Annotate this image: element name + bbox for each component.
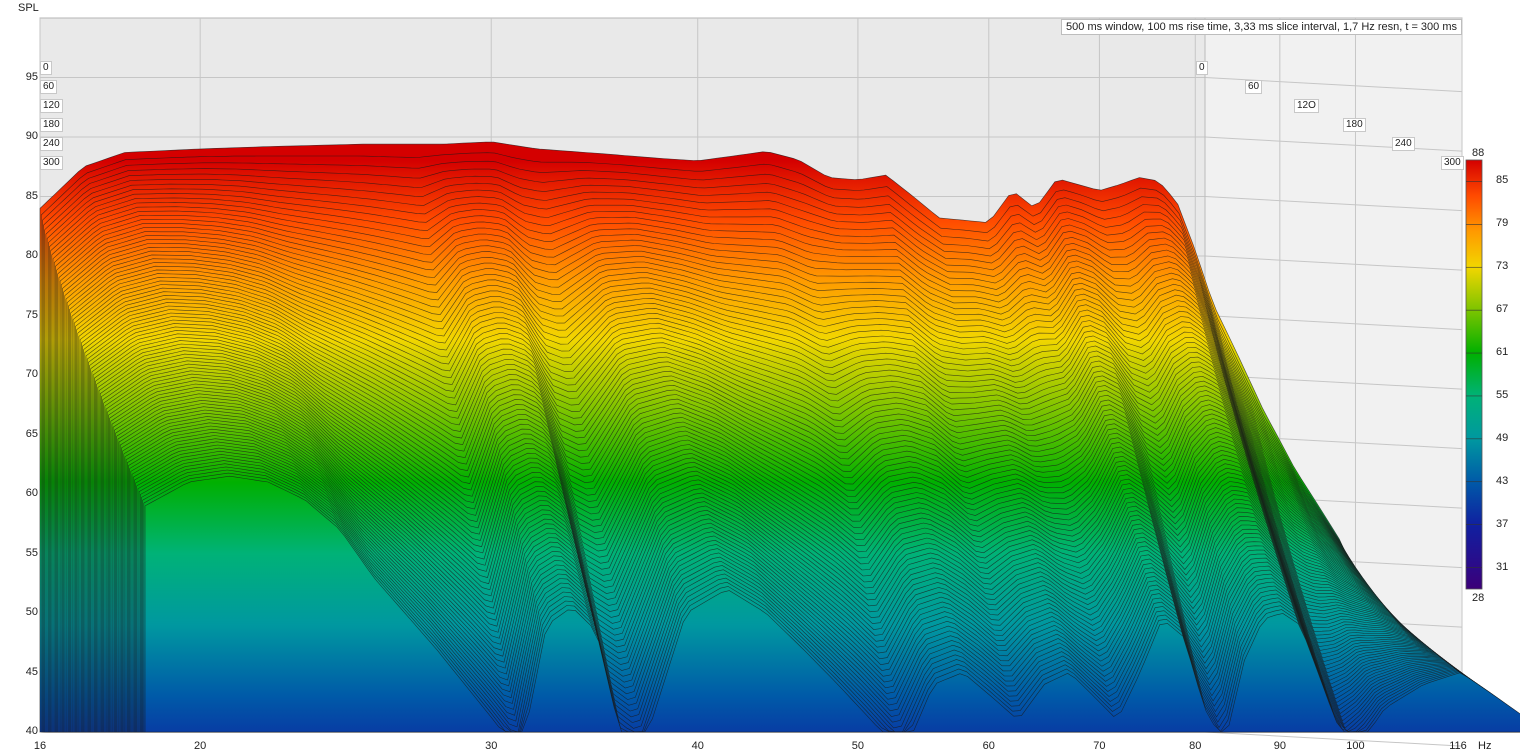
y-tick-label: 75: [25, 308, 38, 321]
x-tick-label: 70: [1093, 740, 1106, 752]
colorbar-tick-label: 73: [1496, 260, 1509, 273]
colorbar-tick-label: 31: [1496, 560, 1509, 573]
x-unit-label: Hz: [1478, 740, 1492, 752]
y-gridline-side: [1204, 136, 1463, 152]
y-tick-label: 65: [25, 427, 38, 440]
y-tick-label: 60: [25, 487, 38, 499]
time-label-right: 60: [1245, 80, 1263, 94]
time-label-left: 120: [40, 99, 63, 113]
info-box: 500 ms window, 100 ms rise time, 3,33 ms…: [1061, 19, 1462, 35]
y-tick-label: 50: [25, 606, 38, 618]
x-tick-label: 40: [691, 740, 704, 752]
x-tick-label: 116: [1449, 740, 1467, 752]
y-tick-label: 85: [25, 189, 38, 202]
y-axis-title: SPL: [18, 2, 39, 14]
x-tick-label: 80: [1189, 740, 1202, 752]
x-tick-label: 30: [485, 740, 498, 752]
time-label-right: 12O: [1294, 99, 1319, 113]
x-tick-label: 100: [1346, 740, 1365, 752]
time-label-right: 240: [1392, 137, 1415, 151]
time-label-left: 240: [40, 137, 63, 151]
colorbar-min-label: 28: [1472, 592, 1485, 604]
time-label-left: 300: [40, 156, 63, 170]
colorbar-tick-label: 61: [1496, 346, 1509, 359]
x-tick-label: 60: [982, 740, 995, 752]
x-tick-label: 20: [194, 740, 207, 752]
y-gridline-side: [1204, 731, 1463, 747]
time-label-left: 180: [40, 118, 63, 132]
y-tick-label: 70: [25, 368, 38, 380]
time-label-left: 0: [40, 61, 52, 75]
y-tick-label: 55: [25, 546, 38, 559]
y-tick-label: 90: [25, 130, 38, 142]
waterfall-slice: [144, 475, 1520, 733]
y-gridline-side: [1204, 196, 1463, 212]
x-tick-label: 16: [33, 740, 47, 752]
x-tick-label: 90: [1273, 740, 1286, 752]
y-tick-label: 40: [25, 725, 38, 737]
colorbar-tick-label: 67: [1496, 303, 1509, 316]
time-label-right: 0: [1196, 61, 1208, 75]
y-gridline-side: [1204, 315, 1463, 331]
y-tick-label: 95: [25, 70, 38, 83]
x-tick-label: 50: [851, 740, 865, 752]
y-gridline-side: [1204, 77, 1463, 93]
y-tick-label: 80: [25, 249, 38, 261]
colorbar-tick-label: 79: [1496, 217, 1509, 230]
time-label-right: 300: [1441, 156, 1464, 170]
colorbar-max-label: 88: [1472, 147, 1485, 159]
colorbar-tick-label: 55: [1496, 388, 1509, 401]
colorbar-tick-label: 37: [1496, 517, 1509, 530]
time-label-left: 60: [40, 80, 58, 94]
colorbar-tick-label: 85: [1496, 174, 1509, 187]
time-label-right: 180: [1343, 118, 1366, 132]
colorbar-tick-label: 49: [1496, 431, 1509, 444]
colorbar-tick-label: 43: [1496, 474, 1509, 487]
y-gridline-side: [1204, 255, 1463, 271]
y-tick-label: 45: [25, 665, 38, 678]
